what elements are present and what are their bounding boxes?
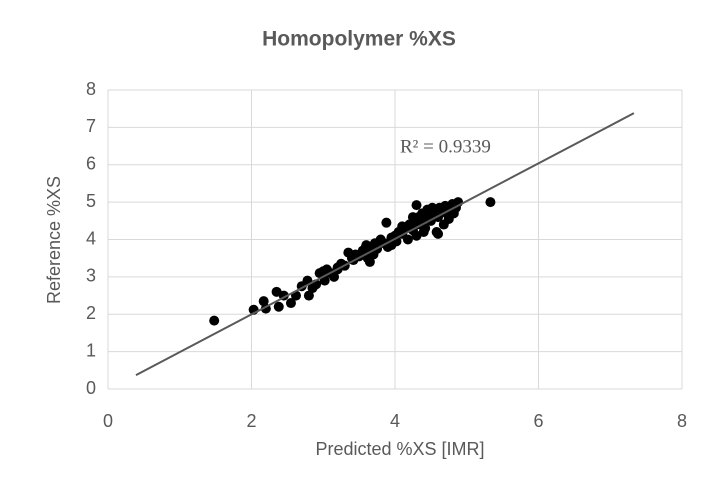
point bbox=[381, 217, 392, 228]
y-tick-label: 7 bbox=[86, 116, 96, 136]
point bbox=[397, 221, 408, 232]
x-tick-label: 2 bbox=[246, 411, 256, 431]
point bbox=[285, 298, 296, 309]
y-axis-label: Reference %XS bbox=[44, 176, 64, 304]
x-tick-label: 0 bbox=[103, 411, 113, 431]
x-tick-label: 8 bbox=[677, 411, 687, 431]
y-tick-label: 0 bbox=[86, 378, 96, 398]
point bbox=[407, 212, 418, 223]
trendline bbox=[135, 112, 635, 377]
y-tick-label: 2 bbox=[86, 303, 96, 323]
r-squared: R² = 0.9339 bbox=[400, 136, 491, 157]
x-tick-label: 6 bbox=[533, 411, 543, 431]
y-tick-label: 5 bbox=[86, 191, 96, 211]
point bbox=[303, 290, 314, 301]
point bbox=[402, 234, 413, 245]
chart-title: Homopolymer %XS bbox=[262, 28, 456, 51]
y-tick-label: 6 bbox=[86, 154, 96, 174]
point bbox=[364, 256, 375, 267]
point bbox=[418, 227, 429, 238]
x-tick-label: 4 bbox=[390, 411, 400, 431]
point bbox=[209, 315, 220, 326]
y-tick-label: 8 bbox=[86, 79, 96, 99]
y-tick-label: 3 bbox=[86, 266, 96, 286]
point bbox=[433, 228, 444, 239]
point bbox=[411, 200, 422, 211]
y-tick-label: 4 bbox=[86, 228, 96, 248]
point bbox=[485, 197, 496, 208]
point bbox=[273, 301, 284, 312]
x-axis-label: Predicted %XS [IMR] bbox=[315, 439, 484, 459]
y-tick-label: 1 bbox=[86, 340, 96, 360]
point bbox=[329, 271, 340, 282]
